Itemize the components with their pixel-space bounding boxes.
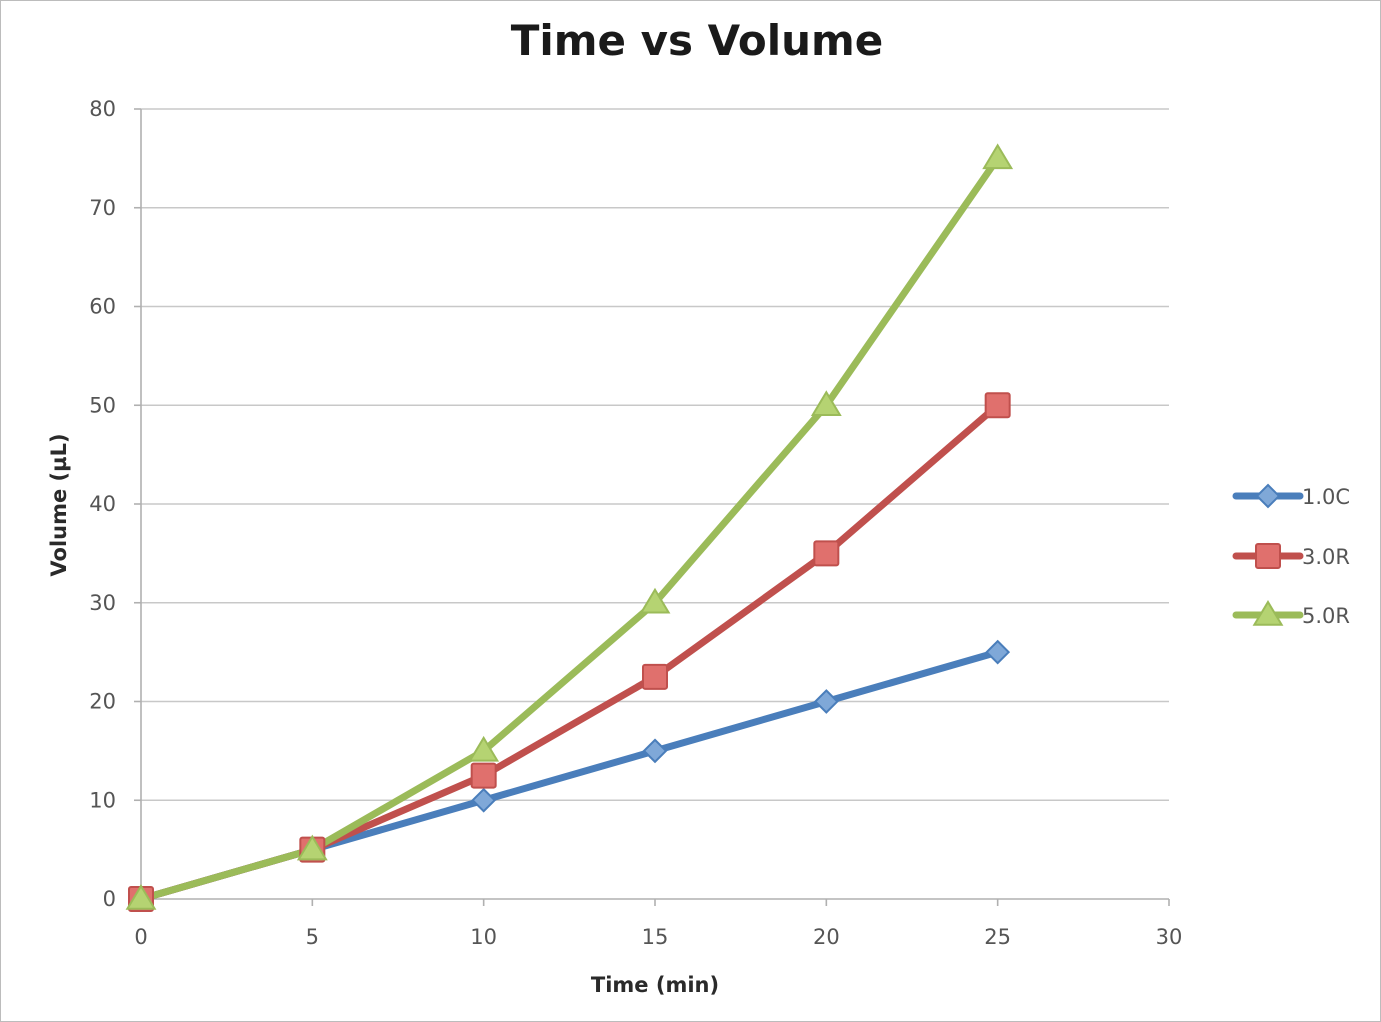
y-tick-label: 60 bbox=[89, 295, 116, 319]
legend-label: 3.0R bbox=[1302, 545, 1350, 569]
y-tick-label: 20 bbox=[89, 690, 116, 714]
legend-label: 5.0R bbox=[1302, 604, 1350, 628]
series-markers bbox=[125, 143, 1014, 912]
y-tick-label: 40 bbox=[89, 492, 116, 516]
legend: 1.0C 3.0R 5.0R bbox=[1232, 483, 1350, 628]
data-point-3-0r bbox=[642, 663, 668, 690]
y-tick-label: 30 bbox=[89, 591, 116, 615]
x-tick-label: 30 bbox=[1156, 925, 1183, 949]
data-point-1-0c bbox=[985, 639, 1011, 665]
series-line-5-0r bbox=[137, 154, 1002, 903]
x-tick-label: 5 bbox=[306, 925, 319, 949]
series-line-3-0r bbox=[137, 401, 1002, 903]
legend-item-1-0c: 1.0C bbox=[1232, 483, 1350, 509]
x-tick-label: 15 bbox=[642, 925, 669, 949]
data-point-5-0r bbox=[296, 834, 328, 861]
data-point-5-0r bbox=[982, 143, 1014, 170]
y-axis-title: Volume (µL) bbox=[47, 433, 71, 576]
y-tick-label: 50 bbox=[89, 393, 116, 417]
gridlines bbox=[141, 108, 1169, 802]
legend-swatch-marker bbox=[1255, 483, 1281, 509]
series-lines bbox=[137, 154, 1002, 903]
y-tick-label: 0 bbox=[103, 887, 116, 911]
legend-swatch-marker bbox=[1252, 600, 1284, 626]
data-point-1-0c bbox=[813, 689, 839, 714]
data-point-5-0r bbox=[639, 587, 671, 614]
legend-label: 1.0C bbox=[1302, 485, 1350, 509]
data-point-3-0r bbox=[470, 762, 497, 789]
y-axis-ticks: 0 10 20 30 40 50 60 70 80 bbox=[89, 97, 141, 911]
legend-swatch-marker bbox=[1255, 543, 1281, 569]
data-point-1-0c bbox=[642, 738, 668, 764]
x-axis-title: Time (min) bbox=[591, 973, 719, 997]
x-tick-label: 0 bbox=[134, 925, 147, 949]
x-tick-label: 10 bbox=[470, 925, 497, 949]
data-point-5-0r bbox=[468, 735, 500, 762]
legend-item-3-0r: 3.0R bbox=[1232, 543, 1350, 569]
x-tick-label: 25 bbox=[984, 925, 1011, 949]
data-point-5-0r bbox=[810, 390, 842, 416]
y-tick-label: 10 bbox=[89, 788, 116, 812]
chart-title: Time vs Volume bbox=[511, 16, 884, 65]
data-point-5-0r bbox=[125, 884, 157, 910]
data-point-3-0r bbox=[813, 540, 840, 567]
y-tick-label: 70 bbox=[89, 196, 116, 220]
x-tick-label: 20 bbox=[813, 925, 840, 949]
data-point-3-0r bbox=[984, 392, 1011, 419]
legend-item-5-0r: 5.0R bbox=[1232, 600, 1350, 628]
x-axis-ticks: 0 5 10 15 20 25 30 bbox=[134, 899, 1182, 949]
data-point-1-0c bbox=[471, 787, 497, 813]
y-tick-label: 80 bbox=[89, 97, 116, 121]
